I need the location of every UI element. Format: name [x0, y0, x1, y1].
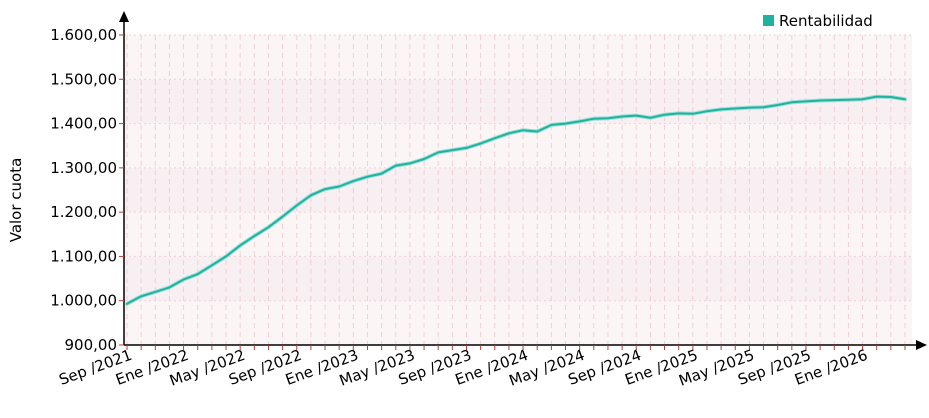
series-lines — [125, 94, 907, 306]
y-axis-arrow — [119, 11, 129, 22]
axes — [119, 11, 927, 350]
plot-band — [124, 35, 912, 80]
plot-band — [124, 212, 912, 257]
y-tick-label: 1.300,00 — [50, 159, 117, 177]
y-axis-ticks: 900,00 1.000,00 1.100,00 1.200,00 1.300,00 1.… — [50, 26, 124, 354]
y-axis-title: Valor cuota — [7, 158, 25, 243]
plot-band — [124, 167, 912, 213]
grid-lines — [124, 34, 912, 346]
plot-band — [124, 300, 912, 345]
plot-background-bands — [124, 35, 912, 345]
plot-band — [124, 256, 912, 301]
legend: Rentabilidad — [763, 12, 873, 30]
y-tick-label: 1.500,00 — [50, 70, 117, 88]
x-axis-arrow — [916, 340, 927, 350]
y-tick-label: 1.400,00 — [50, 115, 117, 133]
series-line-rentabilidad — [126, 95, 906, 305]
y-tick-label: 1.200,00 — [50, 203, 117, 221]
plot-band — [124, 79, 912, 124]
legend-swatch — [763, 15, 774, 26]
y-tick-label: 1.600,00 — [50, 26, 117, 44]
legend-label-rentabilidad: Rentabilidad — [779, 12, 873, 30]
y-tick-label: 900,00 — [65, 336, 118, 354]
y-tick-label: 1.000,00 — [50, 292, 117, 310]
y-tick-label: 1.100,00 — [50, 247, 117, 265]
